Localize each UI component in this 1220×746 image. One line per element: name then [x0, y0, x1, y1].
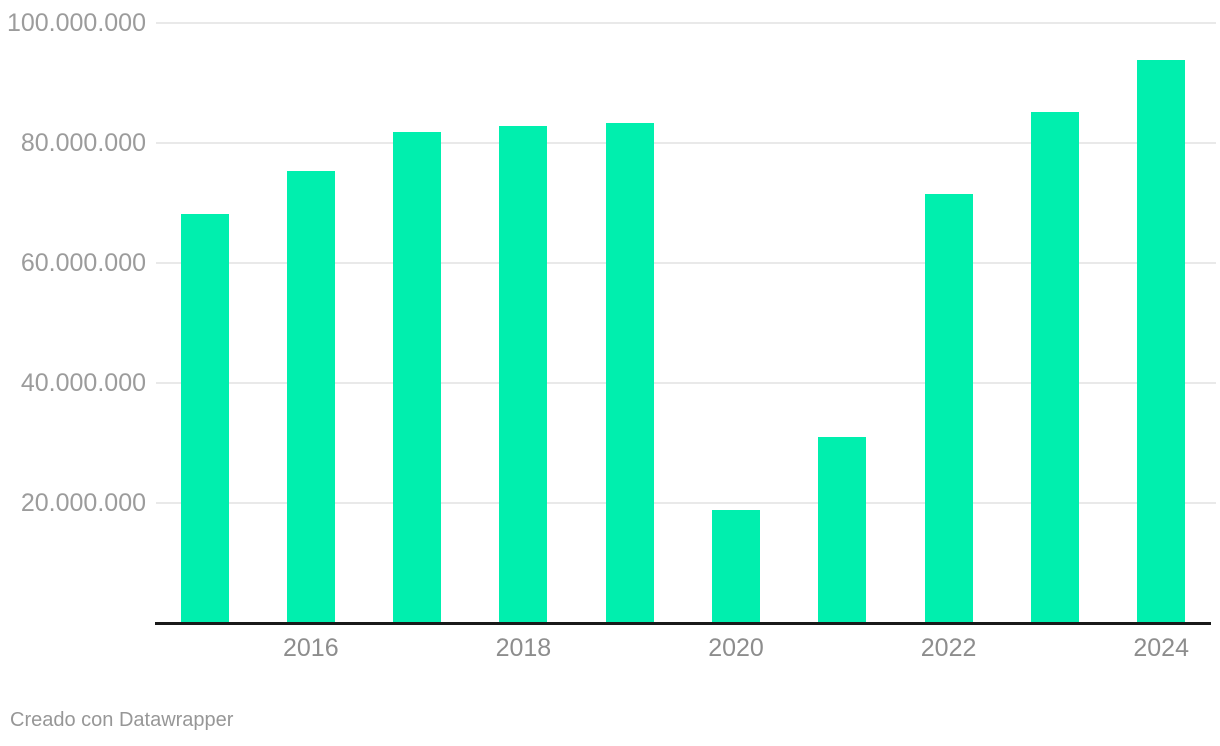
y-axis-tick-label: 80.000.000 — [20, 128, 146, 157]
x-axis-tick-label: 2024 — [1133, 634, 1189, 662]
bar[interactable] — [712, 510, 760, 623]
x-axis-line — [155, 622, 1211, 625]
y-axis-tick-label: 20.000.000 — [20, 488, 146, 517]
bar[interactable] — [1030, 112, 1079, 623]
x-axis-tick-label: 2016 — [282, 634, 339, 662]
grid-line — [156, 142, 1216, 144]
y-axis-tick-label: 40.000.000 — [20, 368, 146, 397]
bar[interactable] — [286, 171, 335, 623]
y-axis-tick-label: 100.000.000 — [6, 8, 146, 37]
x-axis-tick-label: 2022 — [920, 634, 977, 662]
bar[interactable] — [1137, 60, 1186, 623]
grid-line — [156, 262, 1216, 264]
bar[interactable] — [180, 214, 229, 623]
y-axis-tick-label: 60.000.000 — [20, 248, 146, 277]
bar[interactable] — [393, 132, 442, 623]
x-axis-tick-label: 2020 — [708, 634, 764, 662]
datawrapper-attribution-link[interactable]: Creado con Datawrapper — [10, 709, 234, 731]
grid-line — [156, 382, 1216, 384]
grid-line — [156, 22, 1216, 24]
bar-chart: 100.000.000 80.000.000 60.000.000 40.000.00… — [6, 8, 1216, 662]
bar[interactable] — [924, 194, 973, 623]
grid-line — [156, 502, 1216, 504]
bar[interactable] — [499, 126, 548, 623]
bar[interactable] — [605, 122, 654, 623]
x-axis-tick-label: 2018 — [495, 634, 552, 662]
bar[interactable] — [818, 437, 867, 623]
